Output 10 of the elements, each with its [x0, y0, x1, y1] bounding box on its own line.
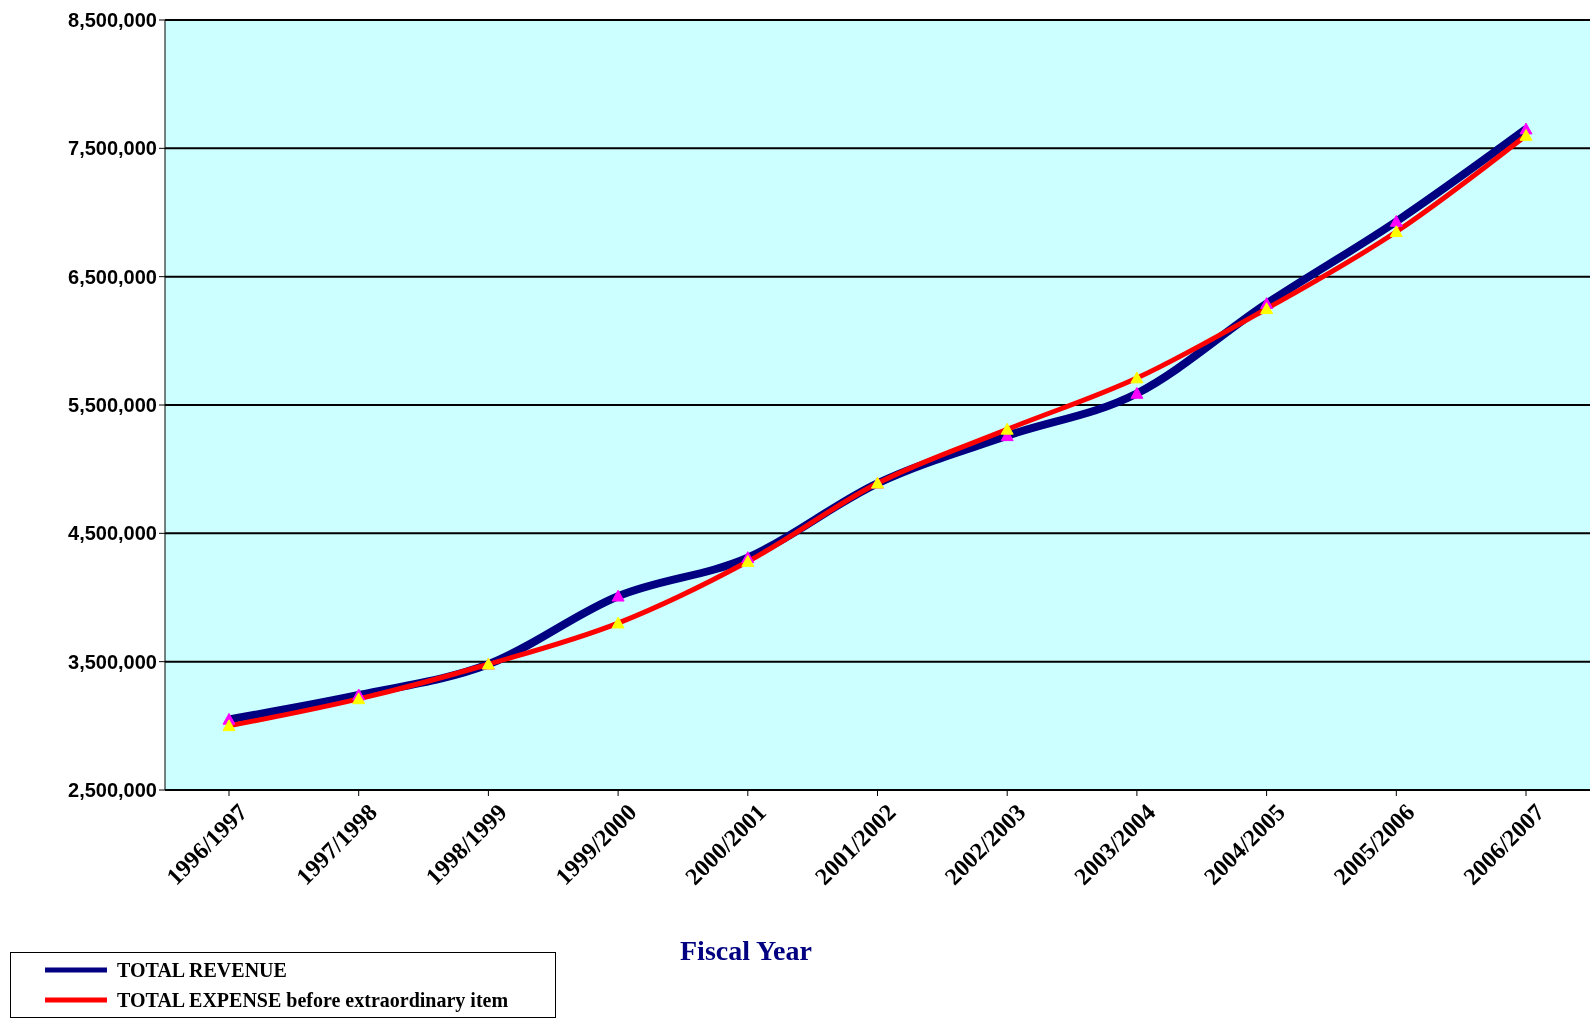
- y-tick-label: 4,500,000: [68, 522, 157, 545]
- y-tick-label: 3,500,000: [68, 650, 157, 673]
- y-tick-label: 5,500,000: [68, 394, 157, 417]
- y-tick-label: 7,500,000: [68, 137, 157, 160]
- legend-label: TOTAL EXPENSE before extraordinary item: [117, 988, 509, 1012]
- y-tick-label: 6,500,000: [68, 265, 157, 288]
- x-axis-title: Fiscal Year: [680, 935, 812, 967]
- legend-label: TOTAL REVENUE: [117, 958, 287, 982]
- y-tick-label: 2,500,000: [68, 779, 157, 802]
- y-tick-label: 8,500,000: [68, 9, 157, 32]
